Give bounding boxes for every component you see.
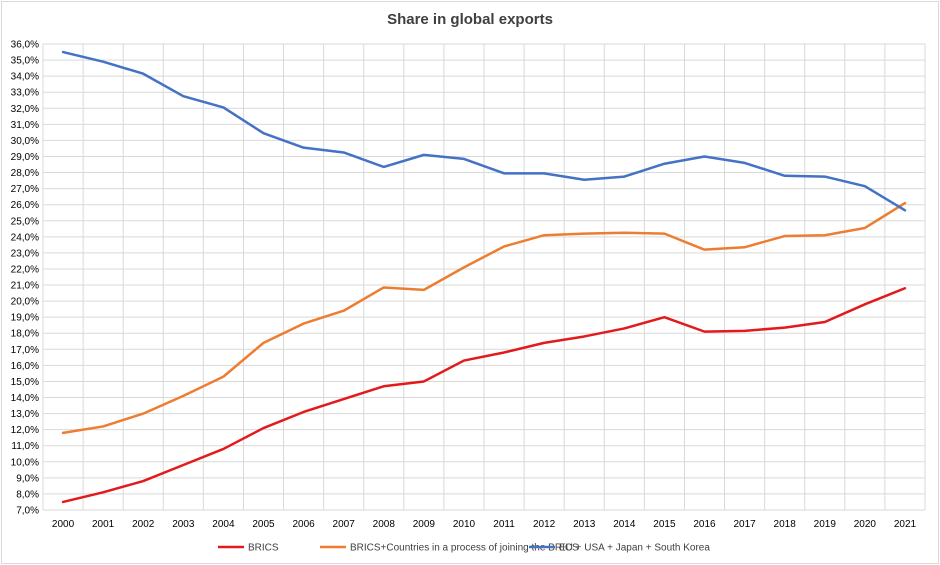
- y-tick-label: 22,0%: [11, 264, 39, 275]
- y-tick-label: 9,0%: [16, 473, 39, 484]
- y-tick-label: 21,0%: [11, 281, 39, 292]
- y-tick-label: 12,0%: [11, 425, 39, 436]
- x-tick-label: 2004: [212, 519, 235, 530]
- x-tick-label: 2015: [653, 519, 676, 530]
- y-tick-label: 29,0%: [11, 152, 39, 163]
- series-line-2: [61, 201, 907, 435]
- y-tick-label: 20,0%: [11, 297, 39, 308]
- grid: [42, 43, 926, 511]
- series-line-3: [61, 50, 907, 212]
- legend: BRICS BRICS+Countries in a process of joi…: [218, 543, 710, 554]
- y-tick-label: 36,0%: [11, 40, 39, 51]
- y-tick-label: 18,0%: [11, 329, 39, 340]
- y-tick-label: 8,0%: [16, 489, 39, 500]
- x-tick-label: 2002: [132, 519, 155, 530]
- x-tick-label: 2017: [733, 519, 756, 530]
- series-line-1: [61, 287, 907, 504]
- y-tick-label: 7,0%: [16, 506, 39, 517]
- y-tick-label: 25,0%: [11, 216, 39, 227]
- x-tick-label: 2010: [453, 519, 476, 530]
- y-tick-label: 31,0%: [11, 120, 39, 131]
- y-tick-label: 13,0%: [11, 409, 39, 420]
- y-tick-label: 33,0%: [11, 88, 39, 99]
- y-tick-label: 28,0%: [11, 168, 39, 179]
- y-tick-label: 26,0%: [11, 200, 39, 211]
- y-tick-label: 10,0%: [11, 457, 39, 468]
- x-tick-label: 2021: [894, 519, 917, 530]
- y-tick-label: 15,0%: [11, 377, 39, 388]
- y-axis-ticks: 7,0% 8,0% 9,0% 10,0% 11,0% 12,0% 13,0% 14,0% 15,…: [11, 40, 39, 517]
- legend-label: EU + USA + Japan + South Korea: [559, 543, 710, 554]
- y-tick-label: 11,0%: [11, 441, 39, 452]
- x-tick-label: 2000: [52, 519, 75, 530]
- y-tick-label: 17,0%: [11, 345, 39, 356]
- x-tick-label: 2003: [172, 519, 195, 530]
- x-axis-ticks: 2000 2001 2002 2003 2004 2005 2006 2007 2008 2009…: [52, 519, 917, 530]
- y-tick-label: 34,0%: [11, 72, 39, 83]
- x-tick-label: 2013: [573, 519, 596, 530]
- x-tick-label: 2016: [693, 519, 716, 530]
- x-tick-label: 2001: [92, 519, 115, 530]
- chart-title: Share in global exports: [387, 11, 553, 28]
- y-tick-label: 35,0%: [11, 56, 39, 67]
- y-tick-label: 32,0%: [11, 104, 39, 115]
- x-tick-label: 2012: [533, 519, 556, 530]
- y-tick-label: 19,0%: [11, 313, 39, 324]
- y-tick-label: 27,0%: [11, 184, 39, 195]
- x-tick-label: 2008: [373, 519, 396, 530]
- y-tick-label: 23,0%: [11, 248, 39, 259]
- x-tick-label: 2019: [814, 519, 837, 530]
- y-tick-label: 14,0%: [11, 393, 39, 404]
- x-tick-label: 2005: [252, 519, 275, 530]
- y-tick-label: 24,0%: [11, 232, 39, 243]
- legend-label: BRICS+Countries in a process of joining …: [350, 543, 579, 554]
- x-tick-label: 2018: [774, 519, 797, 530]
- x-tick-label: 2020: [854, 519, 877, 530]
- x-tick-label: 2011: [493, 519, 515, 530]
- series-lines: [61, 50, 907, 504]
- x-tick-label: 2006: [292, 519, 315, 530]
- y-tick-label: 30,0%: [11, 136, 39, 147]
- y-tick-label: 16,0%: [11, 361, 39, 372]
- x-tick-label: 2009: [413, 519, 436, 530]
- legend-label: BRICS: [248, 543, 279, 554]
- x-tick-label: 2014: [613, 519, 636, 530]
- x-tick-label: 2007: [333, 519, 356, 530]
